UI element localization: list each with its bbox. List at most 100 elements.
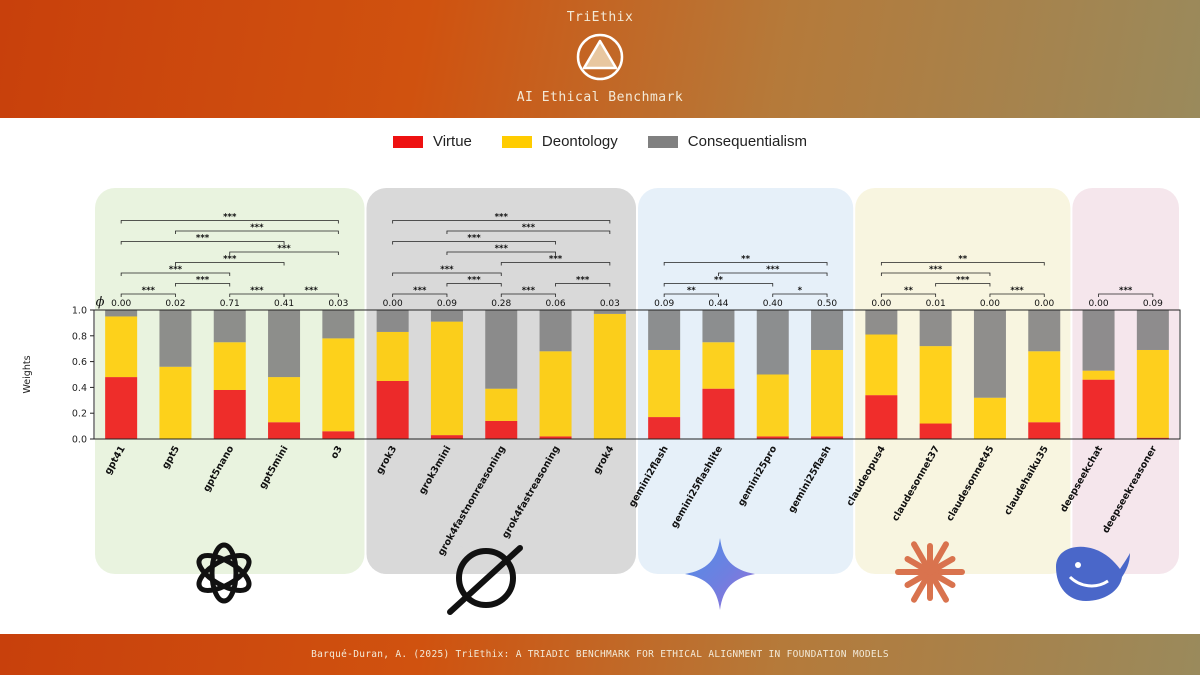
bar-segment-virtue [811, 436, 844, 439]
bar-segment-virtue [756, 436, 789, 439]
significance-bracket [392, 293, 448, 297]
bar-segment-virtue [376, 380, 409, 439]
significance-bracket [935, 283, 991, 287]
bar-segment-consequentialism [1082, 310, 1115, 371]
significance-label: *** [1010, 286, 1024, 296]
significance-label: *** [522, 286, 536, 296]
significance-bracket [718, 272, 828, 276]
y-tick-label: 0.8 [72, 331, 87, 342]
legend-label-deontology: Deontology [541, 133, 618, 150]
phi-values-row: ϕ 0.00 0.02 0.71 0.41 0.03 0.00 0.09 0.28 0.06 0.0… [96, 295, 1164, 310]
significance-bracket [989, 293, 1045, 297]
significance-label: * [798, 286, 803, 296]
phi-value: 0.41 [274, 299, 294, 309]
bar-segment-consequentialism [1136, 310, 1169, 350]
bar-segment-virtue [919, 423, 952, 439]
claude-icon [895, 541, 965, 603]
bar-segment-consequentialism [919, 310, 952, 347]
deepseek-icon [1056, 546, 1130, 601]
phi-value: 0.50 [817, 299, 837, 309]
bar-segment-consequentialism [756, 310, 789, 375]
provider-icons [196, 538, 1130, 615]
legend-item-deontology: Deontology [501, 133, 618, 150]
significance-label: *** [196, 234, 210, 244]
phi-value: 0.00 [111, 299, 131, 309]
legend-swatch-consequentialism [647, 135, 678, 148]
gemini-icon [685, 538, 755, 610]
openai-icon [196, 542, 252, 604]
bar-segment-deontology [1028, 351, 1061, 423]
bar-segment-consequentialism [159, 310, 192, 367]
significance-label: *** [196, 276, 210, 286]
significance-bracket [392, 220, 611, 224]
citation-text: Barqué-Duran, A. (2025) TriEthix: A TRIA… [311, 649, 889, 660]
phi-value: 0.09 [654, 299, 674, 309]
bar-segment-deontology [593, 313, 626, 439]
phi-value: 0.03 [600, 299, 620, 309]
bar-segment-deontology [539, 351, 572, 437]
bar-segment-consequentialism [1028, 310, 1061, 352]
significance-label: *** [522, 223, 536, 233]
significance-bracket [229, 251, 339, 255]
bar-segment-consequentialism [322, 310, 355, 339]
phi-value: 0.09 [437, 299, 457, 309]
bar-segment-consequentialism [105, 310, 138, 317]
bar-segment-virtue [213, 389, 246, 439]
legend-label-virtue: Virtue [432, 133, 472, 150]
significance-label: ** [958, 255, 967, 265]
phi-value: 0.00 [980, 299, 1000, 309]
legend-item-consequentialism: Consequentialism [647, 133, 807, 150]
significance-bracket [880, 293, 937, 297]
brand-subtitle: AI Ethical Benchmark [516, 90, 684, 105]
bar-segment-deontology [702, 342, 735, 389]
provider-panel [638, 188, 854, 574]
significance-label: *** [549, 255, 563, 265]
significance-bracket [120, 272, 231, 276]
phi-value: 0.02 [165, 299, 185, 309]
bar-segment-consequentialism [430, 310, 463, 322]
bar-segment-virtue [1136, 437, 1169, 439]
bar-segment-deontology [159, 366, 192, 439]
significance-bracket [663, 262, 828, 266]
phi-value: 0.09 [1143, 299, 1163, 309]
significance-label: *** [929, 265, 943, 275]
significance-label: *** [467, 234, 481, 244]
y-tick-label: 1.0 [72, 306, 87, 317]
significance-bracket [663, 293, 719, 297]
bar-segment-deontology [105, 316, 138, 378]
significance-bracket [446, 283, 502, 287]
bar-segment-deontology [1136, 349, 1169, 438]
bar-segment-consequentialism [702, 310, 735, 343]
bar-segment-deontology [322, 338, 355, 432]
significance-label: *** [305, 286, 319, 296]
bar-segment-consequentialism [865, 310, 898, 335]
bar-segment-consequentialism [268, 310, 301, 378]
y-tick-label: 0.0 [72, 435, 87, 446]
phi-value: 0.00 [1034, 299, 1054, 309]
y-axis-label: Weights [22, 355, 33, 393]
significance-bracket [772, 293, 828, 297]
significance-bracket [1098, 293, 1154, 297]
bar-segment-deontology [865, 334, 898, 396]
phi-value: 0.28 [491, 299, 511, 309]
significance-label: *** [766, 265, 780, 275]
bar-segment-virtue [322, 431, 355, 439]
chart-legend: Virtue Deontology Consequentialism [0, 133, 1200, 150]
bar-segment-consequentialism [539, 310, 572, 352]
bar-segment-virtue [1028, 422, 1061, 439]
bar-segment-consequentialism [485, 310, 518, 389]
bar-segment-deontology [811, 349, 844, 437]
bar-segment-consequentialism [648, 310, 681, 350]
significance-bracket [446, 230, 611, 234]
bar-segment-deontology [973, 397, 1006, 439]
significance-label: ** [741, 255, 750, 265]
bar-segment-consequentialism [593, 310, 626, 314]
provider-panel [855, 188, 1071, 574]
claude-star-ray [927, 556, 956, 575]
significance-bracket [880, 262, 1045, 266]
significance-label: ** [687, 286, 696, 296]
legend-item-virtue: Virtue [392, 133, 472, 150]
bar-segment-virtue [1082, 379, 1115, 439]
significance-bracket [663, 283, 774, 287]
significance-bracket [175, 230, 339, 234]
